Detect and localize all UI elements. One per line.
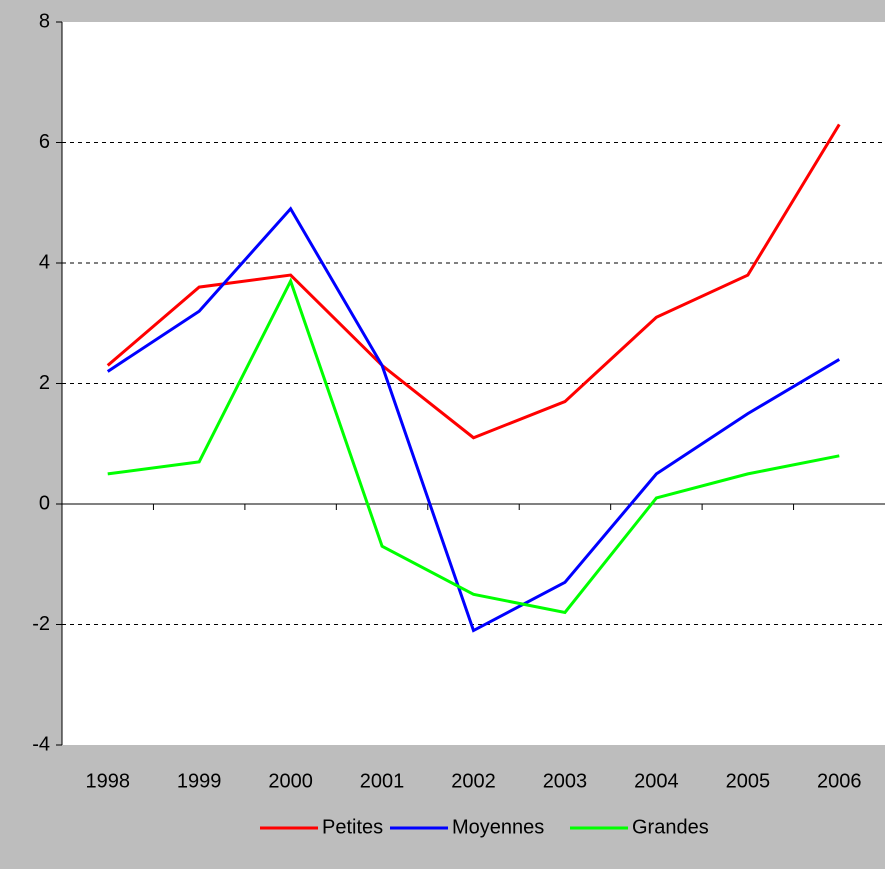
legend-label: Grandes [632,816,709,838]
x-tick-label: 1999 [177,770,222,792]
y-tick-label: 4 [39,251,50,273]
y-tick-label: -2 [32,613,50,635]
legend-label: Moyennes [452,816,544,838]
x-tick-label: 2000 [268,770,313,792]
y-tick-label: -4 [32,733,50,755]
y-tick-label: 2 [39,372,50,394]
x-tick-label: 2005 [726,770,771,792]
series-line [106,123,841,440]
x-tick-label: 2001 [360,770,405,792]
series-line [106,206,841,633]
series-line [107,277,840,615]
y-tick-label: 0 [39,492,50,514]
x-tick-label: 2003 [543,770,588,792]
x-tick-label: 2006 [817,770,862,792]
legend-label: Petites [322,816,383,838]
x-tick-label: 2002 [451,770,496,792]
x-tick-label: 1998 [85,770,130,792]
y-tick-label: 8 [39,10,50,32]
y-tick-label: 6 [39,131,50,153]
x-tick-label: 2004 [634,770,679,792]
